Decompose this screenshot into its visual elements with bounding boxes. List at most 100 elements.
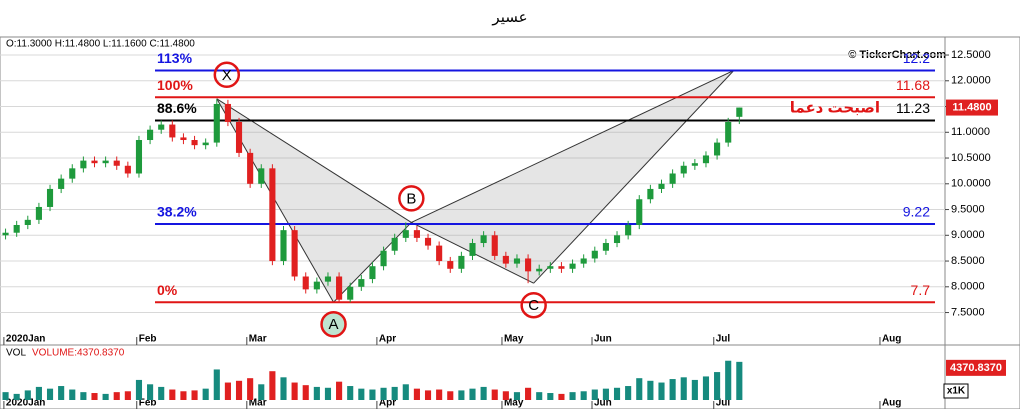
candle-body xyxy=(558,266,565,269)
y-tick-label: 12.0000 xyxy=(951,75,991,87)
candle-body xyxy=(147,129,154,141)
x-tick-label: 2020Jan xyxy=(6,334,45,345)
x-tick-label: Jun xyxy=(594,398,612,409)
x-tick-label: Jul xyxy=(716,334,731,345)
volume-bar xyxy=(24,390,31,400)
volume-bar xyxy=(658,382,665,400)
candle-body xyxy=(380,250,387,267)
y-tick-label: 9.0000 xyxy=(951,229,985,241)
volume-title: VOL xyxy=(6,348,26,359)
y-tick-label: 11.0000 xyxy=(951,126,990,138)
volume-bar xyxy=(714,372,721,400)
volume-bar xyxy=(202,388,209,400)
volume-bar xyxy=(736,361,743,400)
volume-label: VOLUME:4370.8370 xyxy=(32,348,125,359)
volume-bar xyxy=(469,388,476,400)
candle-body xyxy=(324,276,332,282)
candle-body xyxy=(636,199,643,225)
candle-body xyxy=(113,160,120,166)
volume-bar xyxy=(302,385,309,400)
volume-bar xyxy=(291,382,298,400)
support-note: اصبحت دعما xyxy=(790,99,880,116)
volume-bar xyxy=(424,390,432,400)
volume-bar xyxy=(458,390,465,400)
volume-bar xyxy=(235,380,243,400)
level-value: 9.22 xyxy=(903,204,930,220)
pattern-label: X xyxy=(222,67,232,84)
volume-bar xyxy=(691,379,698,400)
candle-body xyxy=(224,103,231,122)
candle-body xyxy=(202,142,209,146)
volume-bar xyxy=(113,392,120,400)
volume-bar xyxy=(224,382,231,400)
x-tick-label: Apr xyxy=(379,398,396,409)
candle-body xyxy=(725,121,732,143)
candle-body xyxy=(658,183,665,189)
candle-body xyxy=(402,230,409,238)
volume-unit-box xyxy=(943,383,969,399)
volume-bar xyxy=(336,381,343,400)
y-tick-label: 8.5000 xyxy=(951,255,985,267)
volume-bar xyxy=(102,393,109,400)
candle-body xyxy=(247,152,254,184)
chart-title: عسير xyxy=(491,9,527,26)
volume-bar xyxy=(313,386,320,400)
candle-body xyxy=(547,266,554,269)
candle-body xyxy=(480,235,487,244)
pattern-line xyxy=(411,70,734,223)
candle-body xyxy=(714,142,721,156)
volume-bar xyxy=(91,393,98,400)
level-label: 38.2% xyxy=(157,204,197,220)
volume-bar xyxy=(413,388,420,400)
candle-body xyxy=(625,224,632,236)
candle-body xyxy=(591,250,598,259)
volume-bar xyxy=(591,389,598,400)
x-tick-label: Aug xyxy=(882,334,901,345)
volume-bar xyxy=(258,384,265,400)
candle-body xyxy=(502,255,509,264)
x-tick-label: Feb xyxy=(139,334,157,345)
candle-body xyxy=(491,235,498,256)
volume-bar xyxy=(213,369,220,400)
pattern-line xyxy=(216,98,412,223)
pattern-line xyxy=(533,70,735,284)
candle-body xyxy=(613,235,621,244)
candle-body xyxy=(291,230,298,277)
candle-body xyxy=(569,263,576,269)
volume-bar xyxy=(391,386,398,400)
x-tick-label: Jun xyxy=(594,334,612,345)
volume-bar xyxy=(2,392,9,400)
volume-bar xyxy=(402,384,409,400)
y-tick-label: 10.5000 xyxy=(951,152,991,164)
candle-body xyxy=(35,206,42,220)
volume-bar xyxy=(280,377,287,400)
y-tick-label: 9.5000 xyxy=(951,203,985,215)
candle-body xyxy=(258,168,265,184)
candle-body xyxy=(280,230,287,262)
volume-bar xyxy=(158,386,165,400)
volume-bar xyxy=(347,386,354,400)
candle-body xyxy=(469,243,476,256)
candle-body xyxy=(513,258,521,264)
level-label: 0% xyxy=(157,282,178,298)
candle-body xyxy=(436,245,443,262)
volume-bar xyxy=(491,389,498,400)
candle-body xyxy=(169,124,176,138)
candle-body xyxy=(2,232,9,236)
volume-bar xyxy=(680,377,687,400)
candle-body xyxy=(458,255,465,269)
volume-bar xyxy=(80,392,87,400)
volume-bar xyxy=(669,379,676,400)
candle-body xyxy=(536,268,543,272)
y-tick-label: 7.5000 xyxy=(951,306,985,318)
candle-body xyxy=(736,107,743,117)
volume-bar xyxy=(502,391,509,400)
volume-bar xyxy=(636,378,643,400)
pattern-label: B xyxy=(406,190,416,207)
y-tick-label: 8.0000 xyxy=(951,281,985,293)
volume-bar xyxy=(247,378,254,400)
volume-bar xyxy=(647,380,654,400)
volume-bar xyxy=(135,379,143,400)
